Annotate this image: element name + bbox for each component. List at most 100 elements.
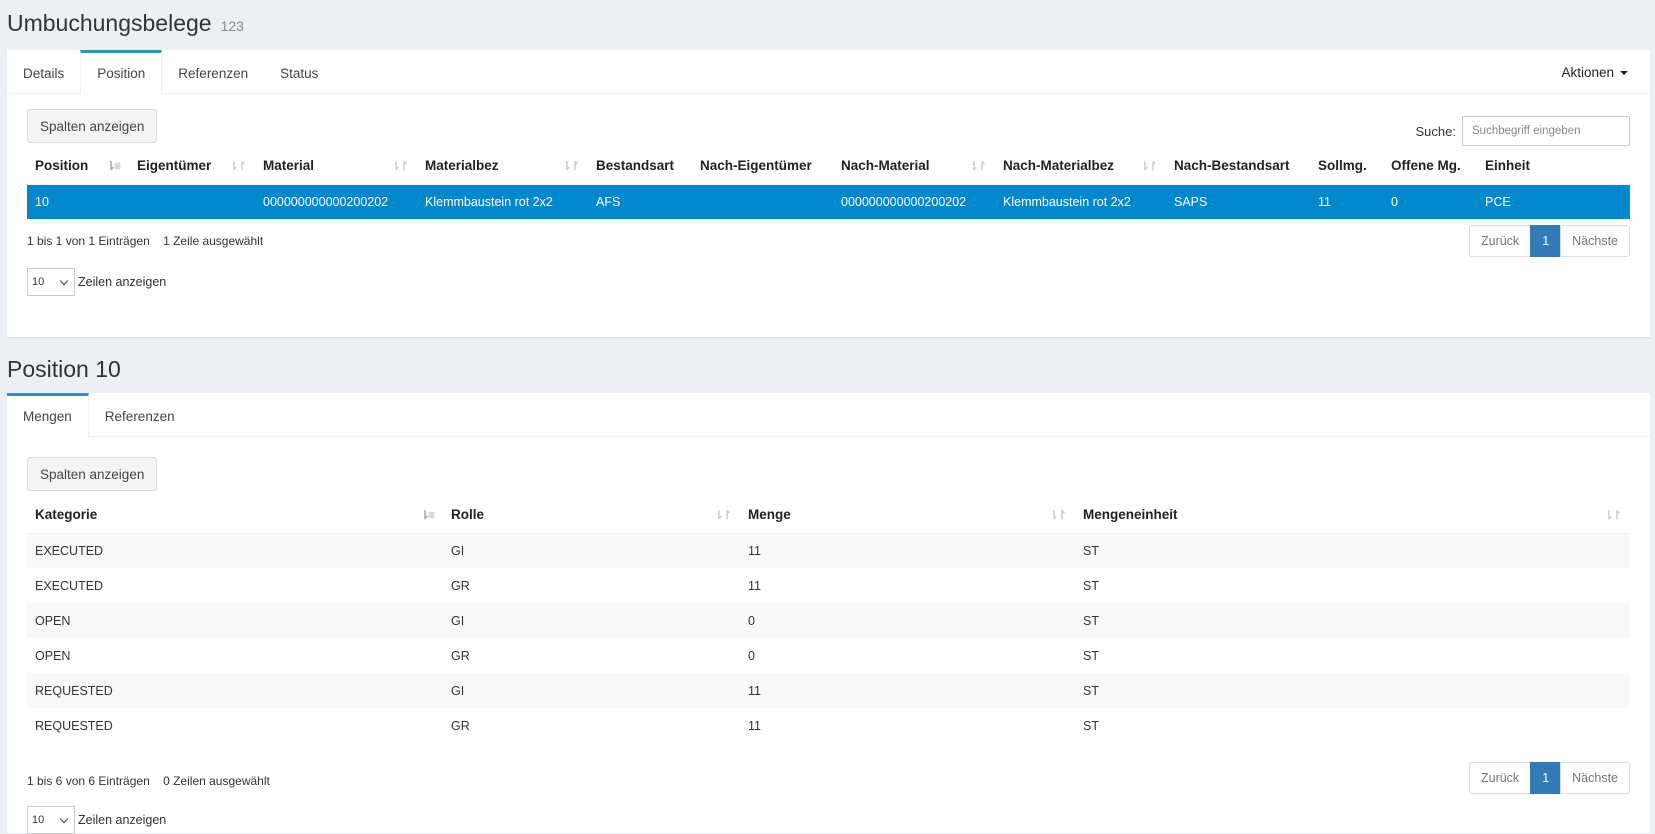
table-row[interactable]: REQUESTED GR 11 ST [27, 708, 1630, 743]
sort-icon: ⇂↾ [561, 159, 580, 173]
search-box: Suche: [1416, 116, 1630, 146]
tab-referenzen[interactable]: Referenzen [104, 409, 175, 424]
table-header-row: Position ⇂≡ Eigentümer ⇂↾ Material ⇂↾ Mater… [27, 147, 1630, 185]
actions-dropdown[interactable]: Aktionen [1561, 50, 1628, 94]
document-panel: Details Position Referenzen Status Aktio… [7, 50, 1650, 337]
cell-quantity: 11 [748, 718, 761, 733]
cell-quantity: 11 [748, 578, 761, 593]
column-header[interactable]: Offene Mg. [1383, 147, 1477, 185]
cell-unit: ST [1075, 673, 1630, 708]
page-1-button[interactable]: 1 [1530, 225, 1562, 257]
document-tabs: Details Position Referenzen Status Aktio… [7, 50, 1650, 94]
entries-info: 1 bis 6 von 6 Einträgen [27, 774, 150, 788]
cell-owner [129, 184, 255, 219]
next-page-button[interactable]: Nächste [1560, 225, 1630, 257]
cell-role: GI [443, 533, 740, 568]
page-length-select[interactable]: 10 [27, 806, 75, 834]
selection-info: 1 Zeile ausgewählt [163, 234, 264, 248]
column-header[interactable]: Nach-Bestandsart [1166, 147, 1310, 185]
table-row[interactable]: OPEN GI 0 ST [27, 603, 1630, 638]
tab-status[interactable]: Status [280, 66, 319, 81]
column-header[interactable]: Nach-Materialbez ⇂↾ [995, 147, 1166, 185]
column-header[interactable]: Kategorie ⇂≡ [27, 496, 443, 534]
show-columns-button[interactable]: Spalten anzeigen [27, 457, 158, 491]
table-row[interactable]: EXECUTED GR 11 ST [27, 568, 1630, 603]
cell-quantity: 0 [740, 603, 1075, 638]
chevron-down-icon [59, 276, 69, 285]
sort-asc-icon: ⇂≡ [105, 159, 121, 173]
cell-unit: ST [1083, 718, 1099, 733]
column-header[interactable]: Material ⇂↾ [255, 147, 417, 185]
column-header[interactable]: Rolle ⇂↾ [443, 496, 740, 534]
page-length-label: Zeilen anzeigen [78, 275, 167, 289]
table-row[interactable]: OPEN GR 0 ST [27, 638, 1630, 673]
page-header: Umbuchungsbelege 123 [7, 10, 244, 40]
column-header[interactable]: Einheit [1477, 147, 1630, 185]
column-header[interactable]: Nach-Material ⇂↾ [833, 147, 995, 185]
cell-unit: ST [1075, 603, 1630, 638]
cell-unit: PCE [1477, 184, 1630, 219]
quantities-table: Kategorie ⇂≡ Rolle ⇂↾ Menge ⇂↾ Mengeneinhei… [27, 496, 1630, 743]
cell-category: EXECUTED [27, 533, 443, 568]
column-header[interactable]: Sollmg. [1310, 147, 1383, 185]
column-header[interactable]: Menge ⇂↾ [740, 496, 1075, 534]
column-header[interactable]: Materialbez ⇂↾ [417, 147, 588, 185]
column-header[interactable]: Eigentümer ⇂↾ [129, 147, 255, 185]
actions-label: Aktionen [1561, 64, 1614, 80]
cell-material-desc: Klemmbaustein rot 2x2 [417, 184, 588, 219]
selection-info: 0 Zeilen ausgewählt [163, 774, 270, 788]
cell-to-material: 000000000000200202 [833, 184, 995, 219]
cell-quantity: 11 [740, 673, 1075, 708]
column-header[interactable]: Bestandsart [588, 147, 692, 185]
tab-details[interactable]: Details [23, 66, 65, 81]
cell-quantity: 0 [748, 648, 755, 663]
caret-down-icon [1620, 71, 1628, 75]
page-length-select[interactable]: 10 [27, 268, 75, 296]
sort-icon: ⇂↾ [968, 159, 987, 173]
pagination: Zurück 1 Nächste [1468, 225, 1630, 257]
cell-position: 10 [27, 184, 129, 219]
search-label: Suche: [1415, 123, 1456, 139]
next-page-button[interactable]: Nächste [1560, 762, 1630, 794]
cell-role: GI [443, 603, 740, 638]
sort-asc-icon: ⇂≡ [419, 508, 435, 522]
page-title: Umbuchungsbelege [7, 10, 212, 36]
cell-role: GR [451, 578, 470, 593]
cell-role: GI [443, 673, 740, 708]
column-header[interactable]: Nach-Eigentümer [692, 147, 833, 185]
sort-icon: ⇂↾ [713, 508, 732, 522]
sort-icon: ⇂↾ [1048, 508, 1067, 522]
search-input[interactable] [1462, 116, 1630, 146]
detail-tabs: Mengen Referenzen [7, 393, 1650, 437]
table-info: 1 bis 1 von 1 Einträgen 1 Zeile ausgewäh… [27, 234, 263, 248]
page-length: 10 Zeilen anzeigen [27, 268, 166, 296]
cell-to-stock-type: SAPS [1166, 184, 1310, 219]
prev-page-button[interactable]: Zurück [1468, 762, 1532, 794]
cell-unit: ST [1075, 533, 1630, 568]
table-row[interactable]: REQUESTED GI 11 ST [27, 673, 1630, 708]
page-1-button[interactable]: 1 [1530, 762, 1562, 794]
tab-referenzen[interactable]: Referenzen [178, 66, 249, 81]
cell-to-material-desc: Klemmbaustein rot 2x2 [995, 184, 1166, 219]
record-count: 123 [220, 18, 244, 34]
cell-category: OPEN [35, 648, 71, 663]
page-length: 10 Zeilen anzeigen [27, 806, 166, 834]
cell-target-qty: 11 [1310, 184, 1383, 219]
column-header[interactable]: Mengeneinheit ⇂↾ [1075, 496, 1630, 534]
cell-to-owner [692, 184, 833, 219]
sort-icon: ⇂↾ [228, 159, 247, 173]
sort-icon: ⇂↾ [1603, 508, 1622, 522]
tab-position[interactable]: Position [80, 50, 163, 94]
chevron-down-icon [59, 814, 69, 823]
cell-unit: ST [1083, 578, 1099, 593]
table-row[interactable]: 10 000000000000200202 Klemmbaustein rot … [27, 184, 1630, 219]
page-length-label: Zeilen anzeigen [78, 813, 167, 827]
cell-stock-type: AFS [588, 184, 692, 219]
prev-page-button[interactable]: Zurück [1468, 225, 1532, 257]
tab-mengen[interactable]: Mengen [7, 393, 89, 437]
pagination: Zurück 1 Nächste [1468, 762, 1630, 794]
column-header[interactable]: Position ⇂≡ [27, 147, 129, 185]
cell-role: GR [451, 648, 470, 663]
show-columns-button[interactable]: Spalten anzeigen [27, 109, 158, 143]
table-row[interactable]: EXECUTED GI 11 ST [27, 533, 1630, 568]
